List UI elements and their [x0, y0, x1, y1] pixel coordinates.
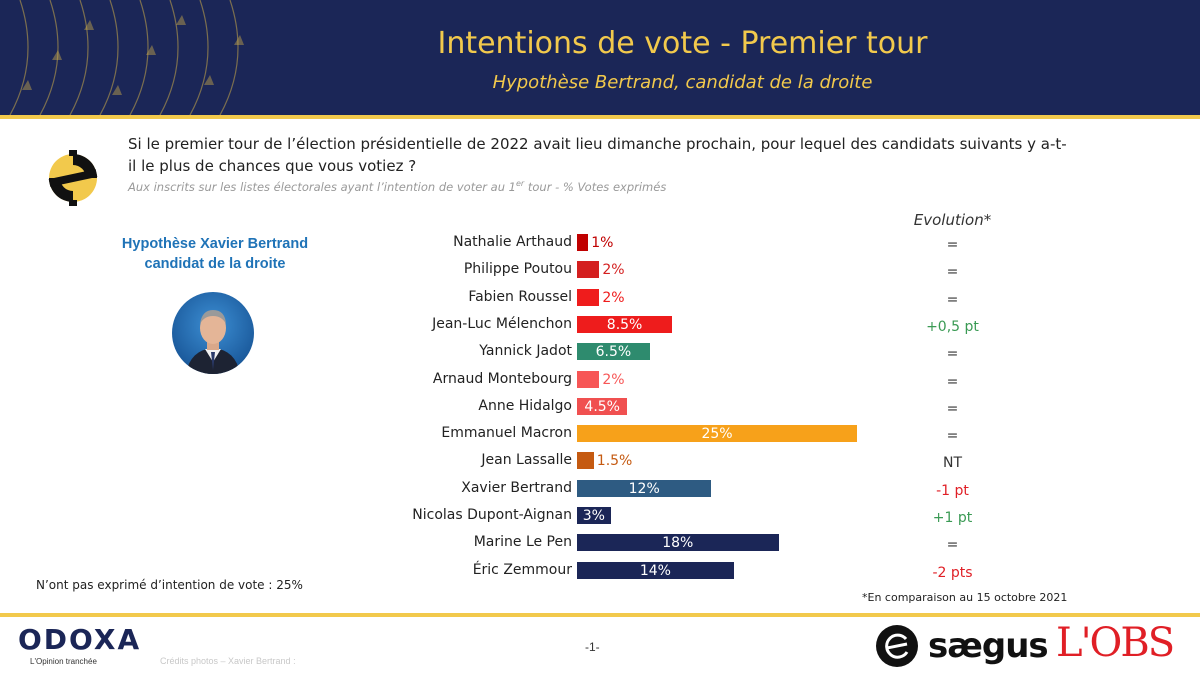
lobs-logo: L'OBS [1056, 620, 1175, 666]
vote-bar [577, 561, 734, 579]
evolution-value: = [946, 537, 959, 554]
page-subtitle: Hypothèse Bertrand, candidat de la droit… [492, 72, 873, 93]
hypothesis-line-1: Hypothèse Xavier Bertrand [121, 236, 309, 252]
evolution-value: NT [942, 455, 963, 472]
bar-value-label: 8.5% [606, 316, 643, 333]
bar-value-label: 14% [639, 562, 671, 579]
vote-bar [577, 261, 600, 279]
vote-bar [577, 479, 712, 497]
evolution-value: = [946, 291, 959, 308]
no-intention-note: N’ont pas exprimé d’intention de vote : … [36, 578, 303, 592]
evolution-value: = [946, 428, 959, 445]
candidate-name: Anne Hidalgo [478, 397, 572, 414]
bar-value-label: 2% [602, 371, 625, 388]
candidate-name: Jean Lassalle [481, 452, 572, 469]
hypothesis-label: Hypothèse Xavier Bertrand candidat de la… [110, 234, 320, 274]
saegus-logo: sægus [928, 626, 1049, 666]
header-banner: Intentions de vote - Premier tour Hypoth… [0, 0, 1200, 115]
survey-subquestion: Aux inscrits sur les listes électorales … [128, 179, 667, 194]
header-pattern [9, 0, 244, 115]
page-number: -1- [585, 640, 600, 654]
candidate-name: Xavier Bertrand [461, 479, 572, 496]
vote-bar [577, 343, 650, 361]
footer-divider [0, 613, 1200, 617]
bar-value-label: 3% [582, 508, 605, 524]
candidate-name: Nathalie Arthaud [453, 234, 572, 250]
evolution-value: -2 pts [932, 564, 973, 581]
evolution-value: +0,5 pt [926, 318, 979, 335]
odoxa-question-icon [48, 150, 98, 206]
candidate-name: Marine Le Pen [473, 534, 572, 551]
odoxa-tagline: L'Opinion tranchée [30, 657, 97, 666]
evolution-value: = [946, 237, 959, 253]
candidate-name: Philippe Poutou [463, 261, 572, 278]
evolution-value: = [946, 373, 959, 390]
comparison-note: *En comparaison au 15 octobre 2021 [862, 591, 1068, 604]
candidate-name: Fabien Roussel [468, 288, 572, 305]
hypothesis-line-2: candidat de la droite [144, 256, 286, 272]
bar-value-label: 12% [628, 480, 660, 497]
vote-bar [577, 397, 628, 415]
bar-value-label: 2% [602, 289, 625, 306]
candidate-name: Emmanuel Macron [441, 425, 572, 442]
header-divider [0, 115, 1200, 119]
candidate-name: Yannick Jadot [479, 343, 572, 360]
vote-bar [577, 315, 673, 333]
vote-bar [577, 534, 779, 552]
candidate-name: Éric Zemmour [472, 561, 572, 578]
bar-value-label: 25% [701, 426, 733, 443]
saegus-icon [876, 625, 918, 667]
bar-value-label: 2% [602, 262, 625, 279]
vote-bar [577, 370, 600, 388]
candidate-name: Jean-Luc Mélenchon [432, 315, 572, 332]
candidate-name: Nicolas Dupont-Aignan [412, 507, 572, 523]
bar-value-label: 4.5% [584, 398, 620, 415]
vote-bar [577, 507, 611, 524]
vote-bar [577, 452, 594, 470]
evolution-value: = [946, 346, 959, 363]
candidate-name: Arnaud Montebourg [432, 370, 572, 387]
evolution-value: +1 pt [932, 510, 973, 526]
survey-question: Si le premier tour de l’élection préside… [128, 135, 1067, 175]
vote-bar [577, 288, 600, 306]
bar-value-label: 1.5% [596, 453, 633, 470]
odoxa-logo: ODOXA [18, 623, 142, 656]
bar-value-label: 6.5% [595, 344, 632, 361]
bar-value-label: 1% [591, 235, 614, 251]
vote-bar [577, 425, 857, 443]
evolution-header: Evolution* [913, 211, 992, 229]
evolution-value: = [946, 264, 959, 281]
evolution-value: = [946, 400, 959, 417]
evolution-value: -1 pt [936, 482, 969, 499]
page-title: Intentions de vote - Premier tour [437, 26, 928, 61]
photo-credits: Crédits photos – Xavier Bertrand : [160, 656, 296, 666]
vote-bar [577, 234, 589, 251]
candidate-photo [172, 292, 254, 374]
bar-value-label: 18% [662, 535, 694, 552]
